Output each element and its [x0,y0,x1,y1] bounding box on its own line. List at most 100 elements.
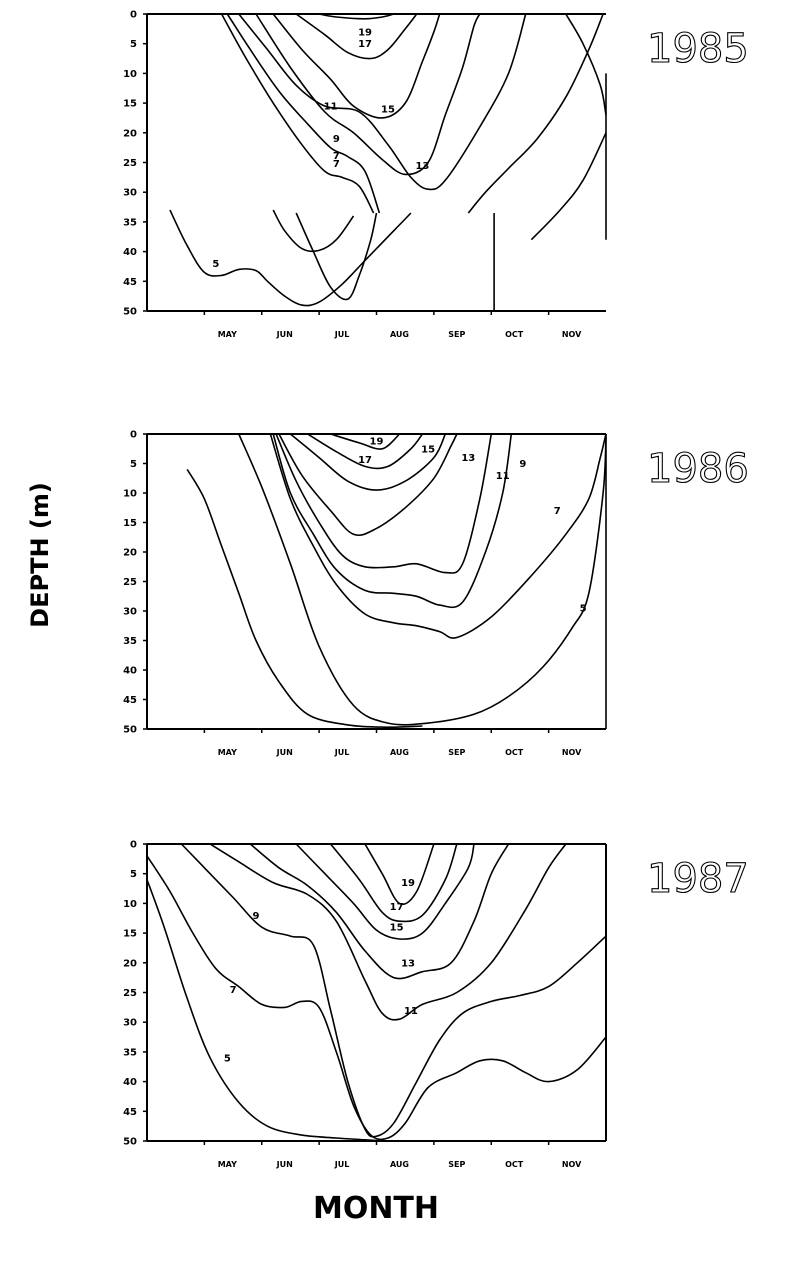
x-tick-label-1985: OCT [505,330,524,339]
isotherm-9-1985 [226,13,381,214]
x-tick-label-1986: JUL [334,748,350,757]
y-tick-label-1987: 5 [130,869,137,880]
contour-label-19-1987: 19 [401,878,415,889]
y-tick-label-1987: 30 [123,1018,137,1029]
contour-label-7-1985: 7 [333,151,340,162]
contour-label-19-1985: 19 [358,27,372,38]
isotherm-17-1987 [329,843,458,923]
y-tick-label-1986: 40 [123,666,137,677]
contour-label-17-1986: 17 [358,455,372,466]
x-tick-label-1985: JUL [334,330,350,339]
isotherm-unlabeled-1985 [530,132,607,241]
contour-label-15-1986: 15 [421,444,435,455]
x-tick-label-1986: AUG [390,748,409,757]
contour-label-15-1987: 15 [390,923,404,934]
contour-label-17-1985: 17 [358,39,372,50]
isotherm-unlabeled-1985 [565,13,607,116]
isotherm-5-1987 [146,879,383,1142]
y-tick-label-1985: 0 [130,10,137,21]
y-tick-label-1986: 25 [123,577,137,588]
x-tick-label-1986: MAY [218,748,237,757]
isotherm-unlabeled-1985 [272,209,355,253]
contour-label-5-1987: 5 [224,1053,231,1064]
x-tick-label-1985: NOV [562,330,582,339]
y-tick-label-1986: 0 [130,430,137,441]
y-tick-label-1987: 50 [123,1137,137,1148]
isotherm-13-1986 [278,433,458,537]
contour-label-5-1985: 5 [212,259,219,270]
y-tick-label-1985: 5 [130,39,137,50]
y-tick-label-1986: 10 [123,489,137,500]
isotherm-17-1985 [295,13,418,60]
contour-label-7-1985: 7 [333,159,340,170]
y-tick-label-1985: 10 [123,69,137,80]
contour-label-9-1987: 9 [253,911,260,922]
y-tick-label-1986: 15 [123,518,137,529]
y-tick-label-1986: 45 [123,695,137,706]
isotherm-7-1985 [467,13,604,214]
isotherm-15-1986 [289,433,447,491]
y-tick-label-1985: 50 [123,307,137,318]
contour-label-11-1986: 11 [496,471,510,482]
x-tick-label-1986: JUN [276,748,293,757]
contour-label-11-1985: 11 [324,102,338,113]
y-tick-label-1985: 25 [123,158,137,169]
isotherm-11-1986 [275,433,493,574]
isotherm-19-1987 [364,843,435,905]
x-tick-label-1985: MAY [218,330,237,339]
isotherm-19-1986 [330,433,401,450]
isotherm-7-1987 [146,855,607,1141]
panel-title-1986: 1986 [647,446,749,492]
y-tick-label-1985: 15 [123,99,137,110]
y-tick-label-1987: 40 [123,1077,137,1088]
isotherm-5-1986 [238,433,607,726]
contour-label-13-1985: 13 [415,161,429,172]
y-tick-label-1985: 35 [123,217,137,228]
x-tick-label-1987: SEP [448,1160,465,1169]
x-tick-label-1986: SEP [448,748,465,757]
isotherm-7-1985 [220,13,375,214]
isotherm-13-1987 [249,843,510,980]
y-tick-label-1985: 20 [123,128,137,139]
y-tick-label-1985: 30 [123,188,137,199]
y-tick-label-1987: 35 [123,1047,137,1058]
contour-label-15-1985: 15 [381,105,395,116]
contour-label-9-1985: 9 [333,134,340,145]
y-tick-label-1985: 45 [123,277,137,288]
x-tick-label-1985: JUN [276,330,293,339]
y-tick-label-1987: 10 [123,899,137,910]
contour-label-13-1987: 13 [401,958,415,969]
contour-label-5-1986: 5 [580,604,587,615]
isotherm-15-1987 [295,843,475,940]
isotherm-11-1987 [209,843,567,1021]
isotherm-11-1985 [238,13,527,191]
y-tick-label-1987: 15 [123,929,137,940]
isotherm-9-1986 [272,433,513,609]
y-tick-label-1986: 35 [123,636,137,647]
contour-label-9-1986: 9 [519,459,526,470]
y-tick-label-1987: 0 [130,840,137,851]
x-tick-label-1987: JUN [276,1160,293,1169]
y-tick-label-1986: 5 [130,459,137,470]
x-tick-label-1986: OCT [505,748,524,757]
isotherm-19-1985 [318,13,394,20]
contour-label-11-1987: 11 [404,1006,418,1017]
contour-label-7-1986: 7 [554,506,561,517]
isotherm-7-1986 [269,433,607,639]
y-axis-label: DEPTH (m) [26,482,54,628]
x-tick-label-1986: NOV [562,748,582,757]
isotherm-unlabeled-1985 [295,212,378,301]
y-tick-label-1987: 45 [123,1107,137,1118]
isotherm-17-1986 [307,433,424,470]
y-tick-label-1987: 25 [123,988,137,999]
contour-label-7-1987: 7 [230,985,237,996]
y-tick-label-1985: 40 [123,247,137,258]
y-tick-label-1986: 20 [123,548,137,559]
y-tick-label-1986: 50 [123,725,137,736]
x-tick-label-1987: AUG [390,1160,409,1169]
y-tick-label-1987: 20 [123,958,137,969]
contour-label-19-1986: 19 [370,437,384,448]
x-tick-label-1985: AUG [390,330,409,339]
panel-title-1985: 1985 [647,26,749,72]
